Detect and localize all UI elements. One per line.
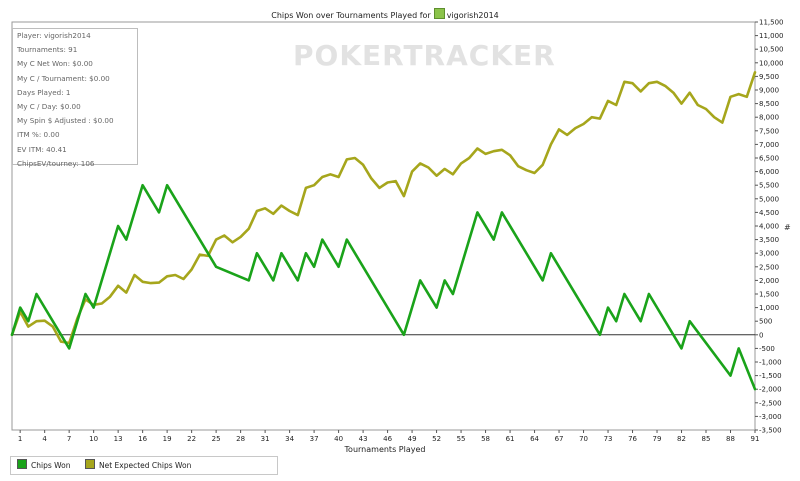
x-tick-label: 22 <box>187 435 196 443</box>
x-axis-title: Tournaments Played <box>344 445 426 454</box>
x-tick-label: 58 <box>481 435 490 443</box>
y-tick-label: -3,000 <box>759 413 782 421</box>
x-tick-label: 70 <box>579 435 588 443</box>
y-tick-label: 11,000 <box>759 32 784 40</box>
x-tick-label: 91 <box>751 435 760 443</box>
stat-net-won: My C Net Won: $0.00 <box>17 59 93 69</box>
y-tick-label: 9,000 <box>759 87 779 95</box>
x-tick-label: 28 <box>236 435 245 443</box>
x-tick-label: 16 <box>138 435 147 443</box>
legend-swatch-net-expected <box>85 459 95 469</box>
y-tick-label: 5,500 <box>759 182 779 190</box>
pokertracker-watermark: POKERTRACKER <box>293 39 556 72</box>
y-tick-label: 6,000 <box>759 168 779 176</box>
series-line-net-expected <box>10 71 757 345</box>
y-tick-label: 7,000 <box>759 141 779 149</box>
x-tick-label: 76 <box>628 435 637 443</box>
x-tick-label: 4 <box>42 435 47 443</box>
y-tick-label: 1,000 <box>759 304 779 312</box>
stats-box: Player: vigorish2014 Tournaments: 91 My … <box>12 28 138 168</box>
x-tick-label: 25 <box>212 435 221 443</box>
x-tick-label: 10 <box>89 435 98 443</box>
x-tick-label: 13 <box>114 435 123 443</box>
x-tick-label: 43 <box>359 435 368 443</box>
y-tick-label: 7,500 <box>759 127 779 135</box>
x-tick-label: 88 <box>726 435 735 443</box>
y-tick-label: 8,000 <box>759 114 779 122</box>
y-tick-label: 10,000 <box>759 59 784 67</box>
x-tick-label: 73 <box>604 435 613 443</box>
y-tick-label: 500 <box>759 318 772 326</box>
legend-swatch-chips-won <box>17 459 27 469</box>
stat-itm: ITM %: 0.00 <box>17 130 60 140</box>
y-tick-label: 4,500 <box>759 209 779 217</box>
y-tick-label: 2,000 <box>759 277 779 285</box>
y-tick-label: 4,000 <box>759 223 779 231</box>
chart-title: Chips Won over Tournaments Played for vig… <box>0 8 770 20</box>
flag-icon <box>433 8 445 19</box>
stat-player: Player: vigorish2014 <box>17 31 91 40</box>
x-tick-label: 64 <box>530 435 539 443</box>
stat-per-tournament: My C / Tournament: $0.00 <box>17 73 110 83</box>
y-tick-label: 0 <box>759 331 763 339</box>
stat-chipsev: ChipsEV/tourney: 106 <box>17 158 95 168</box>
series-line-chips-won <box>10 183 757 391</box>
y-tick-label: -1,000 <box>759 359 782 367</box>
y-tick-label: -500 <box>759 345 775 353</box>
y-tick-label: 6,500 <box>759 155 779 163</box>
legend-label-chips-won: Chips Won <box>31 461 71 470</box>
y-tick-label: 8,500 <box>759 100 779 108</box>
x-tick-label: 85 <box>702 435 711 443</box>
legend: Chips Won Net Expected Chips Won <box>10 456 278 475</box>
y-tick-label: 11,500 <box>759 19 784 27</box>
x-tick-label: 19 <box>163 435 172 443</box>
y-tick-label: 5,000 <box>759 195 779 203</box>
stat-ev-itm: EV ITM: 40.41 <box>17 144 67 154</box>
x-tick-label: 46 <box>383 435 392 443</box>
y-tick-label: 9,500 <box>759 73 779 81</box>
y-axis-unit: # <box>784 223 791 232</box>
stat-per-day: My C / Day: $0.00 <box>17 101 81 111</box>
y-tick-label: -3,500 <box>759 427 782 435</box>
x-tick-label: 7 <box>67 435 71 443</box>
x-tick-label: 52 <box>432 435 441 443</box>
y-tick-label: -2,000 <box>759 386 782 394</box>
x-tick-label: 79 <box>653 435 662 443</box>
x-tick-label: 37 <box>310 435 319 443</box>
x-tick-label: 61 <box>506 435 515 443</box>
stat-spin-adjusted: My Spin $ Adjusted : $0.00 <box>17 116 114 126</box>
legend-item-net-expected[interactable]: Net Expected Chips Won <box>85 457 191 474</box>
chart-title-player: vigorish2014 <box>446 11 499 20</box>
x-tick-label: 31 <box>261 435 270 443</box>
stat-days-played: Days Played: 1 <box>17 87 71 97</box>
x-tick-label: 55 <box>457 435 466 443</box>
stat-tournaments: Tournaments: 91 <box>17 45 78 55</box>
x-tick-label: 1 <box>18 435 22 443</box>
y-tick-label: 2,500 <box>759 263 779 271</box>
x-tick-label: 34 <box>285 435 294 443</box>
chart-title-prefix: Chips Won over Tournaments Played for <box>271 11 431 20</box>
y-tick-label: 1,500 <box>759 291 779 299</box>
legend-label-net-expected: Net Expected Chips Won <box>99 461 192 470</box>
y-tick-label: 3,000 <box>759 250 779 258</box>
x-tick-label: 82 <box>677 435 686 443</box>
y-tick-label: 3,500 <box>759 236 779 244</box>
x-tick-label: 49 <box>408 435 417 443</box>
x-tick-label: 67 <box>555 435 564 443</box>
y-tick-label: -1,500 <box>759 372 782 380</box>
x-tick-label: 40 <box>334 435 343 443</box>
legend-item-chips-won[interactable]: Chips Won <box>17 457 70 474</box>
y-tick-label: -2,500 <box>759 399 782 407</box>
y-tick-label: 10,500 <box>759 46 784 54</box>
